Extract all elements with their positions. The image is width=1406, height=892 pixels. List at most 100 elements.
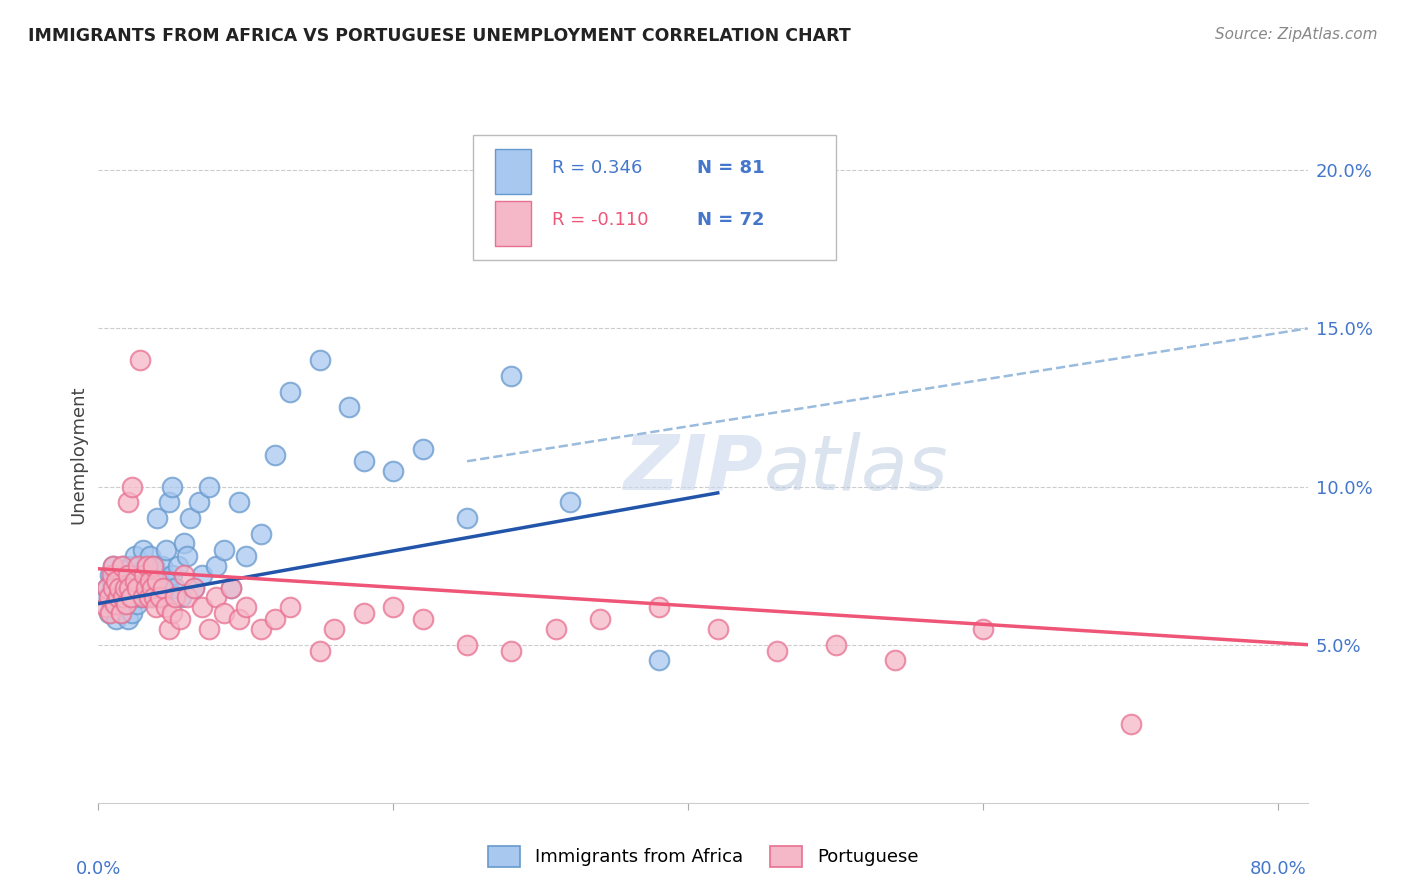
Point bbox=[157, 622, 180, 636]
Point bbox=[117, 612, 139, 626]
Point bbox=[198, 622, 221, 636]
Point bbox=[97, 606, 120, 620]
Point bbox=[145, 581, 167, 595]
Point bbox=[107, 574, 129, 589]
Point bbox=[544, 622, 567, 636]
Point bbox=[412, 612, 434, 626]
Point bbox=[114, 597, 136, 611]
Point bbox=[170, 591, 193, 605]
Point bbox=[337, 401, 360, 415]
Point bbox=[127, 568, 149, 582]
Point bbox=[124, 574, 146, 589]
Point bbox=[131, 542, 153, 557]
Point bbox=[219, 581, 242, 595]
Point bbox=[138, 568, 160, 582]
Point bbox=[111, 568, 134, 582]
Point bbox=[190, 568, 212, 582]
Point bbox=[135, 581, 157, 595]
Point bbox=[228, 612, 250, 626]
Text: N = 72: N = 72 bbox=[697, 211, 765, 229]
Point bbox=[94, 591, 117, 605]
Point bbox=[118, 581, 141, 595]
Point bbox=[117, 495, 139, 509]
Point bbox=[127, 558, 149, 573]
Point bbox=[131, 591, 153, 605]
Point bbox=[278, 384, 301, 399]
Point bbox=[152, 591, 174, 605]
Point bbox=[101, 558, 124, 573]
Point bbox=[165, 591, 187, 605]
Point bbox=[121, 606, 143, 620]
Point bbox=[101, 581, 124, 595]
Point bbox=[169, 612, 191, 626]
Point bbox=[249, 527, 271, 541]
Point bbox=[176, 549, 198, 563]
Point bbox=[129, 591, 152, 605]
Point bbox=[308, 644, 330, 658]
Point bbox=[108, 581, 131, 595]
Point bbox=[456, 638, 478, 652]
Point bbox=[101, 558, 124, 573]
Point bbox=[101, 597, 124, 611]
Point bbox=[173, 568, 195, 582]
FancyBboxPatch shape bbox=[495, 201, 531, 246]
Point bbox=[120, 581, 142, 595]
Point bbox=[142, 574, 165, 589]
Point bbox=[146, 591, 169, 605]
Text: IMMIGRANTS FROM AFRICA VS PORTUGUESE UNEMPLOYMENT CORRELATION CHART: IMMIGRANTS FROM AFRICA VS PORTUGUESE UNE… bbox=[28, 27, 851, 45]
Point bbox=[219, 581, 242, 595]
Point bbox=[155, 599, 177, 614]
Point bbox=[264, 448, 287, 462]
Point bbox=[100, 568, 122, 582]
Point bbox=[138, 591, 160, 605]
Point bbox=[136, 558, 159, 573]
Point bbox=[249, 622, 271, 636]
Point bbox=[235, 549, 257, 563]
Text: 0.0%: 0.0% bbox=[76, 860, 121, 878]
Point bbox=[139, 574, 162, 589]
Point bbox=[115, 581, 138, 595]
Point bbox=[353, 454, 375, 468]
Point bbox=[139, 581, 162, 595]
Point bbox=[105, 574, 128, 589]
Point bbox=[160, 568, 183, 582]
Point bbox=[98, 568, 121, 582]
Point bbox=[501, 368, 523, 383]
Point bbox=[107, 591, 129, 605]
Point bbox=[228, 495, 250, 509]
Point bbox=[176, 591, 198, 605]
Point bbox=[141, 581, 163, 595]
Point bbox=[117, 568, 139, 582]
Point bbox=[128, 353, 150, 368]
Point bbox=[198, 479, 221, 493]
Point bbox=[125, 597, 148, 611]
Point bbox=[96, 581, 118, 595]
Point bbox=[382, 599, 405, 614]
Point bbox=[136, 591, 159, 605]
Point bbox=[104, 583, 127, 598]
Point bbox=[278, 599, 301, 614]
Point bbox=[135, 558, 157, 573]
Point bbox=[111, 558, 134, 573]
Point bbox=[124, 549, 146, 563]
Y-axis label: Unemployment: Unemployment bbox=[69, 385, 87, 524]
Point bbox=[972, 622, 994, 636]
Point bbox=[110, 606, 132, 620]
Point bbox=[142, 558, 165, 573]
Point bbox=[157, 495, 180, 509]
Point bbox=[124, 591, 146, 605]
FancyBboxPatch shape bbox=[495, 149, 531, 194]
Point bbox=[648, 599, 671, 614]
Point bbox=[146, 511, 169, 525]
Text: 80.0%: 80.0% bbox=[1250, 860, 1306, 878]
Point bbox=[105, 612, 128, 626]
Point bbox=[1119, 716, 1142, 731]
Point bbox=[110, 591, 132, 605]
Point bbox=[187, 495, 209, 509]
Point bbox=[190, 599, 212, 614]
Point bbox=[323, 622, 346, 636]
Point bbox=[143, 558, 166, 573]
Text: atlas: atlas bbox=[763, 432, 948, 506]
Point bbox=[883, 653, 905, 667]
Point bbox=[141, 591, 163, 605]
